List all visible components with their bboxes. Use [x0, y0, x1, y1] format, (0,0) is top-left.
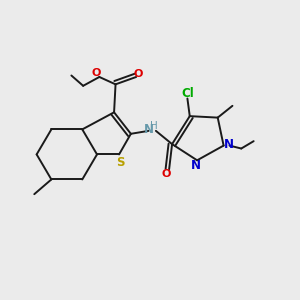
Text: N: N: [224, 139, 234, 152]
Text: Cl: Cl: [181, 87, 194, 100]
Text: O: O: [92, 68, 101, 78]
Text: O: O: [134, 69, 143, 79]
Text: N: N: [191, 159, 201, 172]
Text: O: O: [161, 169, 171, 179]
Text: N: N: [144, 124, 154, 136]
Text: S: S: [116, 156, 125, 169]
Text: H: H: [150, 122, 158, 131]
